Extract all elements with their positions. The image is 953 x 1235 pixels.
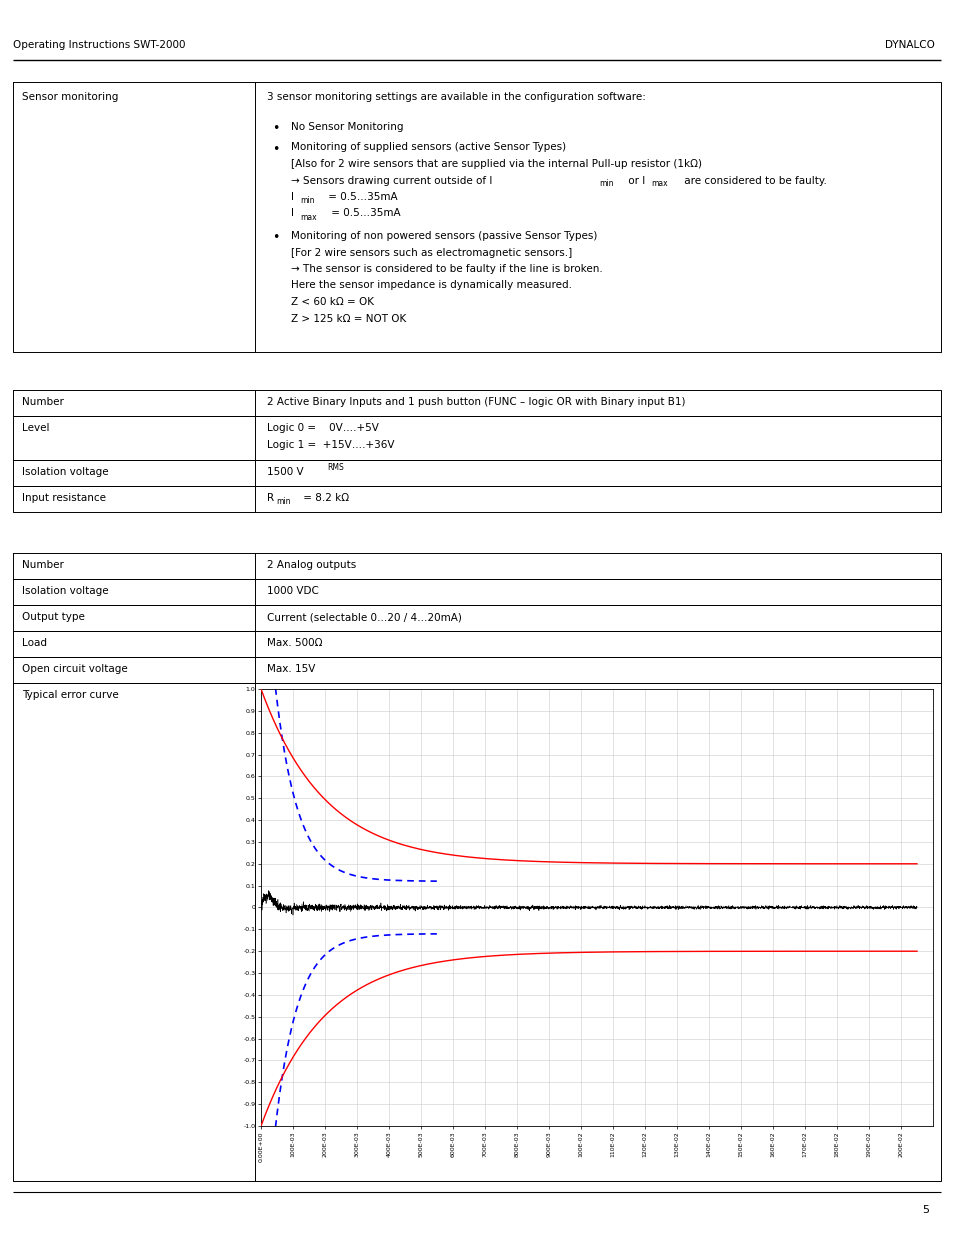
Text: Number: Number bbox=[22, 396, 64, 408]
Text: Input resistance: Input resistance bbox=[22, 493, 106, 503]
Text: Isolation voltage: Isolation voltage bbox=[22, 585, 109, 597]
Text: Load: Load bbox=[22, 638, 47, 648]
Text: Monitoring of supplied sensors (active Sensor Types): Monitoring of supplied sensors (active S… bbox=[291, 142, 565, 152]
Text: or I: or I bbox=[624, 175, 644, 185]
Text: Output type: Output type bbox=[22, 613, 85, 622]
Text: Typical error curve: Typical error curve bbox=[22, 690, 118, 700]
Text: Z < 60 kΩ = OK: Z < 60 kΩ = OK bbox=[291, 296, 374, 308]
Text: are considered to be faulty.: are considered to be faulty. bbox=[680, 175, 826, 185]
Text: [For 2 wire sensors such as electromagnetic sensors.]: [For 2 wire sensors such as electromagne… bbox=[291, 247, 572, 258]
Text: Number: Number bbox=[22, 559, 64, 571]
Text: = 0.5…35mA: = 0.5…35mA bbox=[328, 209, 400, 219]
Text: Monitoring of non powered sensors (passive Sensor Types): Monitoring of non powered sensors (passi… bbox=[291, 231, 597, 241]
Text: Current (selectable 0…20 / 4…20mA): Current (selectable 0…20 / 4…20mA) bbox=[267, 613, 461, 622]
Text: Open circuit voltage: Open circuit voltage bbox=[22, 664, 128, 674]
Text: R: R bbox=[267, 493, 274, 503]
Text: max: max bbox=[650, 179, 667, 189]
Text: Z > 125 kΩ = NOT OK: Z > 125 kΩ = NOT OK bbox=[291, 314, 406, 324]
Text: Max. 500Ω: Max. 500Ω bbox=[267, 638, 322, 648]
Text: [Also for 2 wire sensors that are supplied via the internal Pull-up resistor (1k: [Also for 2 wire sensors that are suppli… bbox=[291, 159, 701, 169]
Text: 2 Active Binary Inputs and 1 push button (FUNC – logic OR with Binary input B1): 2 Active Binary Inputs and 1 push button… bbox=[267, 396, 685, 408]
Text: Max. 15V: Max. 15V bbox=[267, 664, 315, 674]
Text: No Sensor Monitoring: No Sensor Monitoring bbox=[291, 122, 403, 132]
Text: max: max bbox=[299, 212, 316, 221]
Text: •: • bbox=[272, 231, 279, 245]
Text: Here the sensor impedance is dynamically measured.: Here the sensor impedance is dynamically… bbox=[291, 280, 572, 290]
Text: 3 sensor monitoring settings are available in the configuration software:: 3 sensor monitoring settings are availab… bbox=[267, 91, 645, 103]
Text: min: min bbox=[598, 179, 613, 189]
Text: → Sensors drawing current outside of I: → Sensors drawing current outside of I bbox=[291, 175, 492, 185]
Text: = 0.5…35mA: = 0.5…35mA bbox=[325, 191, 397, 203]
Text: min: min bbox=[299, 196, 314, 205]
Text: Isolation voltage: Isolation voltage bbox=[22, 467, 109, 477]
Text: Level: Level bbox=[22, 424, 50, 433]
Text: RMS: RMS bbox=[327, 463, 343, 472]
Text: 5: 5 bbox=[921, 1205, 928, 1215]
Text: → The sensor is considered to be faulty if the line is broken.: → The sensor is considered to be faulty … bbox=[291, 264, 602, 274]
Text: •: • bbox=[272, 142, 279, 156]
Text: Logic 1 =  +15V….+36V: Logic 1 = +15V….+36V bbox=[267, 440, 395, 450]
Text: I: I bbox=[291, 209, 294, 219]
Text: •: • bbox=[272, 122, 279, 135]
Text: 1000 VDC: 1000 VDC bbox=[267, 585, 318, 597]
Text: DYNALCO: DYNALCO bbox=[884, 40, 934, 49]
Text: Sensor monitoring: Sensor monitoring bbox=[22, 91, 118, 103]
Text: I: I bbox=[291, 191, 294, 203]
Text: Logic 0 =    0V….+5V: Logic 0 = 0V….+5V bbox=[267, 424, 378, 433]
Text: 2 Analog outputs: 2 Analog outputs bbox=[267, 559, 355, 571]
Text: Operating Instructions SWT-2000: Operating Instructions SWT-2000 bbox=[13, 40, 185, 49]
Text: = 8.2 kΩ: = 8.2 kΩ bbox=[299, 493, 349, 503]
Text: min: min bbox=[275, 496, 291, 506]
Text: 1500 V: 1500 V bbox=[267, 467, 303, 477]
